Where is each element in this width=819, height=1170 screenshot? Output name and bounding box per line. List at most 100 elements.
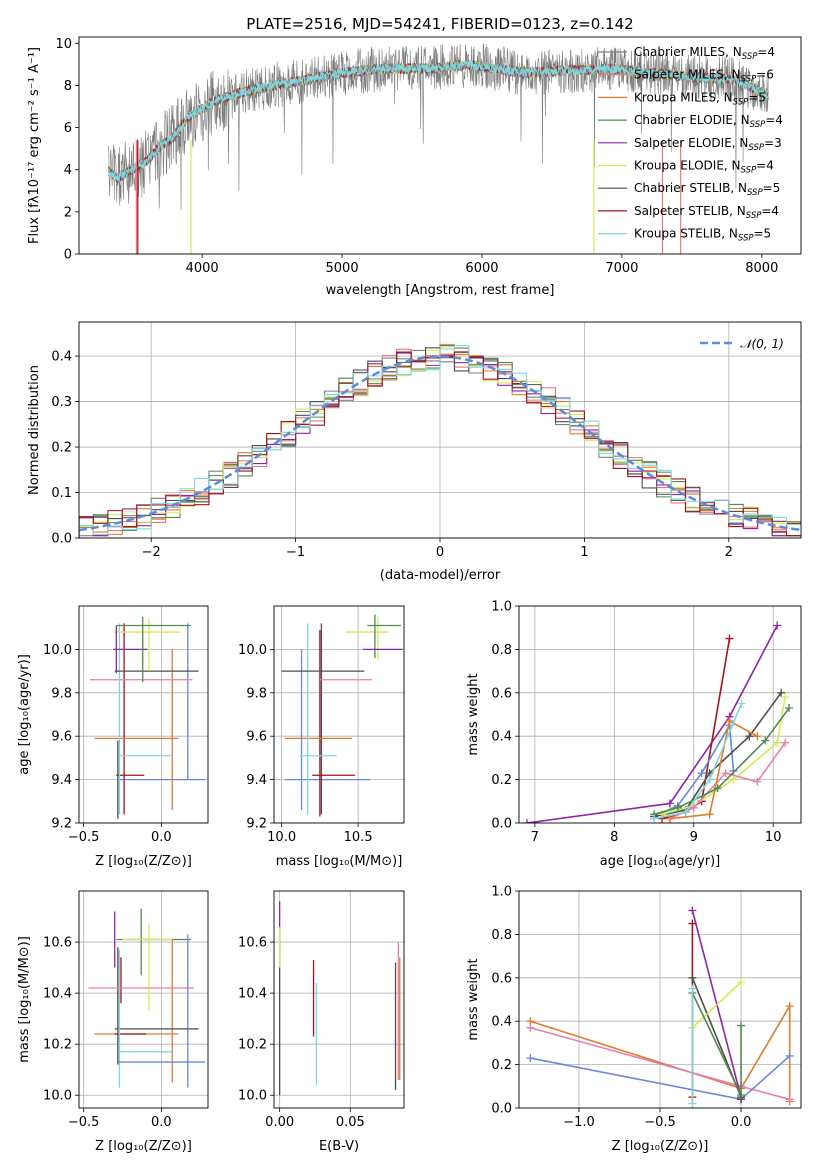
legend-subscript: SSP	[741, 75, 757, 85]
legend-label: Chabrier STELIB, NSSP=5	[634, 181, 780, 198]
data-point-marker	[688, 906, 697, 915]
legend-value: =5	[748, 90, 766, 104]
y-tick-label: 10.0	[43, 643, 72, 658]
y-tick-label: 9.8	[51, 686, 72, 701]
y-tick-label: 10.2	[238, 1038, 267, 1053]
data-point-marker	[753, 777, 762, 786]
legend-subscript: SSP	[741, 166, 757, 176]
x-axis-label: E(B-V)	[319, 1139, 359, 1154]
x-axis-label: Z [log₁₀(Z/Z⊙)]	[95, 1139, 192, 1154]
x-tick-label: 0.0	[151, 830, 172, 845]
gaussian-curve	[79, 355, 801, 532]
legend-label: Salpeter ELODIE, NSSP=3	[634, 136, 782, 153]
legend-value: =4	[757, 45, 775, 59]
data-point-marker	[721, 769, 730, 778]
x-tick-label: 1	[580, 545, 588, 560]
y-tick-label: 0.1	[51, 486, 72, 501]
y-tick-label: 0.6	[491, 971, 512, 986]
y-tick-label: 0.0	[491, 1102, 512, 1117]
legend-subscript: SSP	[738, 234, 754, 244]
data-point-marker	[665, 799, 674, 808]
y-tick-label: 1.0	[491, 885, 512, 900]
axes-mass_vs_ebv: 0.00 0.05 10.0 10.2 10.4 10.6 E(B-V)	[238, 890, 405, 1154]
y-tick-label: 0.8	[491, 643, 512, 658]
data-point-marker	[697, 769, 706, 778]
series-line	[661, 697, 786, 816]
model-spectrum-top	[107, 59, 770, 181]
legend-subscript: SSP	[750, 120, 766, 130]
x-tick-label: −0.5	[644, 1115, 676, 1130]
plot-area-age_vs_mass	[274, 606, 404, 823]
y-tick-label: 10.6	[43, 936, 72, 951]
plot-area-age_vs_Z	[79, 606, 208, 823]
legend-label: Kroupa STELIB, NSSP=5	[634, 227, 771, 244]
y-axis-label: Flux [fλ10⁻¹⁷ erg cm⁻² s⁻¹ A⁻¹]	[27, 47, 42, 244]
x-axis-label: Z [log₁₀(Z/Z⊙)]	[612, 1139, 709, 1154]
y-tick-label: 0.2	[491, 773, 512, 788]
y-tick-label: 0.4	[51, 350, 72, 365]
legend-value: =4	[756, 159, 774, 173]
data-point-marker	[681, 808, 690, 817]
data-point-marker	[713, 784, 722, 793]
y-tick-label: 9.2	[246, 817, 267, 832]
data-point-marker	[688, 919, 697, 928]
data-point-marker	[725, 717, 734, 726]
x-axis-label: mass [log₁₀(M/M⊙)]	[276, 854, 403, 869]
chart-title: PLATE=2516, MJD=54241, FIBERID=0123, z=0…	[246, 15, 633, 33]
legend-value: =4	[761, 204, 779, 218]
axes-frame	[78, 890, 209, 1109]
histogram-step	[79, 344, 801, 538]
legend-label: Salpeter STELIB, NSSP=4	[634, 204, 779, 221]
legend-name: Kroupa ELODIE, N	[634, 159, 741, 173]
series-line	[669, 719, 758, 820]
y-tick-label: 6	[64, 121, 72, 136]
legend-name: Kroupa STELIB, N	[634, 227, 738, 241]
x-tick-label: −1	[286, 545, 305, 560]
axes-frame	[273, 605, 405, 824]
series-line	[661, 638, 731, 820]
x-tick-label: 7	[531, 830, 539, 845]
y-tick-label: 0.0	[491, 817, 512, 832]
data-point-marker	[737, 1021, 746, 1030]
legend-label: Chabrier MILES, NSSP=4	[634, 45, 775, 62]
y-tick-label: 0.4	[491, 1015, 512, 1030]
x-tick-label: 5000	[326, 261, 359, 276]
y-tick-label: 9.6	[51, 730, 72, 745]
data-point-marker	[526, 1023, 535, 1032]
observed-spectrum	[108, 43, 769, 211]
legend-value: =6	[756, 68, 774, 82]
y-tick-label: 10.0	[43, 1089, 72, 1104]
x-tick-label: 10	[765, 830, 782, 845]
grid-age_vs_mass	[274, 606, 404, 823]
axes-frame	[78, 605, 209, 824]
legend-name: Salpeter STELIB, N	[634, 204, 746, 218]
axes-spectrum: 4000 5000 6000 7000 8000 0 2 4 6 8 10 PLATE=2516, M…	[27, 15, 802, 298]
data-point-marker	[761, 736, 770, 745]
x-tick-label: 9	[690, 830, 698, 845]
legend-name: Chabrier MILES, N	[634, 45, 742, 59]
y-axis-label: Normed distribution	[27, 365, 42, 495]
x-tick-label: 7000	[605, 261, 638, 276]
legend-label: Kroupa ELODIE, NSSP=4	[634, 159, 774, 176]
x-tick-label: 6000	[465, 261, 498, 276]
axes-age_vs_Z: −0.5 0.0 9.2 9.4 9.6 9.8 10.0 Z [log₁₀(Z/Z⊙)] ag…	[17, 605, 209, 869]
data-point-marker	[526, 1054, 535, 1063]
data-point-marker	[729, 766, 738, 775]
legend-name: Salpeter ELODIE, N	[634, 136, 748, 150]
plot-area-weight_vs_age	[519, 606, 801, 823]
legend-value: =5	[754, 227, 772, 241]
legend-subscript: SSP	[747, 188, 763, 198]
axes-mass_vs_Z: −0.5 0.0 10.0 10.2 10.4 10.6 Z [log₁₀(Z/Z⊙)] ma…	[17, 890, 209, 1154]
y-tick-label: 8	[64, 79, 72, 94]
data-point-marker	[777, 688, 786, 697]
data-point-marker	[729, 775, 738, 784]
axes-residual_hist: −2 −1 0 1 2 0.0 0.1 0.2 0.3 0.4 𝒩(0, 1) (data-model…	[27, 321, 802, 583]
x-tick-label: 8	[610, 830, 618, 845]
x-axis-label: age [log₁₀(age/yr)]	[600, 854, 721, 869]
data-point-marker	[737, 1090, 746, 1099]
data-point-marker	[753, 732, 762, 741]
data-point-marker	[781, 693, 790, 702]
y-tick-label: 0.0	[51, 532, 72, 547]
